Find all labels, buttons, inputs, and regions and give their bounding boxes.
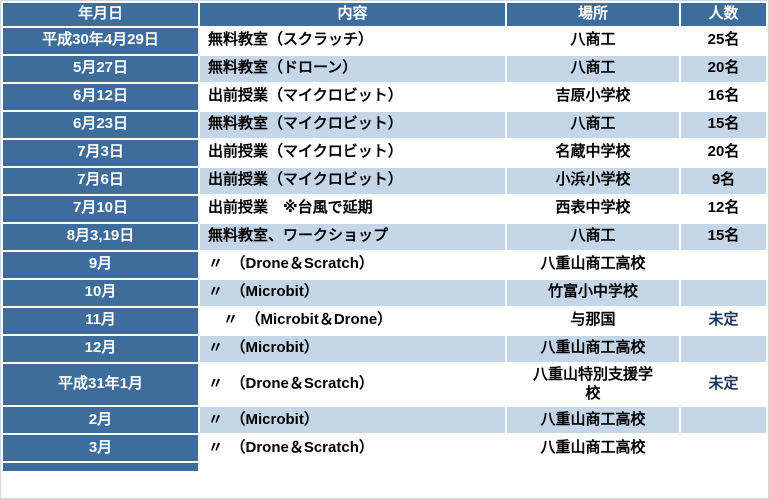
empty-footer-body-cell [200, 463, 766, 472]
date-cell: 11月 [3, 307, 198, 334]
content-cell: 〃 （Microbit） [200, 407, 505, 434]
header-count: 人数 [681, 3, 766, 26]
count-cell [681, 435, 766, 462]
header-content: 内容 [200, 3, 505, 26]
date-cell: 3月 [3, 435, 198, 462]
table-row: 平成30年4月29日 無料教室（スクラッチ） 八商工 25名 [3, 27, 766, 54]
date-cell: 7月6日 [3, 167, 198, 194]
header-place: 場所 [507, 3, 679, 26]
empty-footer-date-cell [3, 463, 198, 472]
date-cell: 9月 [3, 251, 198, 278]
count-cell: 20名 [681, 139, 766, 166]
table-row: 9月〃 （Drone＆Scratch） 八重山商工高校 [3, 251, 766, 278]
place-cell: 吉原小学校 [507, 83, 679, 110]
count-cell [681, 251, 766, 278]
table-row: 平成31年1月〃 （Drone＆Scratch） 八重山特別支援学校 未定 [3, 363, 766, 406]
count-cell: 16名 [681, 83, 766, 110]
count-cell [681, 279, 766, 306]
content-cell: 〃 （Microbit＆Drone） [200, 307, 505, 334]
place-cell: 八重山商工高校 [507, 335, 679, 362]
date-cell: 平成30年4月29日 [3, 27, 198, 54]
count-cell: 25名 [681, 27, 766, 54]
place-cell: 八重山特別支援学校 [507, 363, 679, 406]
table-row: 6月23日 無料教室（マイクロビット） 八商工 15名 [3, 111, 766, 138]
date-cell: 10月 [3, 279, 198, 306]
count-cell: 15名 [681, 223, 766, 250]
place-cell: 八商工 [507, 27, 679, 54]
table-row: 7月6日 出前授業（マイクロビット） 小浜小学校 9名 [3, 167, 766, 194]
place-cell: 八重山商工高校 [507, 435, 679, 462]
date-cell: 7月10日 [3, 195, 198, 222]
count-cell [681, 335, 766, 362]
place-cell: 八重山商工高校 [507, 407, 679, 434]
count-cell: 20名 [681, 55, 766, 82]
place-cell: 与那国 [507, 307, 679, 334]
content-cell: 〃 （Microbit） [200, 335, 505, 362]
date-cell: 5月27日 [3, 55, 198, 82]
table-body: 平成30年4月29日 無料教室（スクラッチ） 八商工 25名 5月27日 無料教室（ドロー… [3, 27, 766, 462]
table-row: 2月〃 （Microbit） 八重山商工高校 [3, 407, 766, 434]
table-row: 7月10日 出前授業 ※台風で延期 西表中学校 12名 [3, 195, 766, 222]
content-cell: 出前授業 ※台風で延期 [200, 195, 505, 222]
table-footer [3, 463, 766, 472]
place-cell: 八重山商工高校 [507, 251, 679, 278]
date-cell: 6月12日 [3, 83, 198, 110]
place-cell: 名蔵中学校 [507, 139, 679, 166]
table-row: 12月〃 （Microbit） 八重山商工高校 [3, 335, 766, 362]
content-cell: 出前授業（マイクロビット） [200, 139, 505, 166]
empty-footer-row [3, 463, 766, 472]
content-cell: 出前授業（マイクロビット） [200, 83, 505, 110]
header-date: 年月日 [3, 3, 198, 26]
date-cell: 2月 [3, 407, 198, 434]
place-cell: 八商工 [507, 223, 679, 250]
count-cell: 未定 [681, 363, 766, 406]
table-header-row: 年月日 内容 場所 人数 [3, 3, 766, 26]
table-row: 7月3日 出前授業（マイクロビット） 名蔵中学校 20名 [3, 139, 766, 166]
content-cell: 無料教室（マイクロビット） [200, 111, 505, 138]
place-cell: 竹富小中学校 [507, 279, 679, 306]
table-row: 6月12日 出前授業（マイクロビット） 吉原小学校 16名 [3, 83, 766, 110]
place-cell: 八商工 [507, 111, 679, 138]
date-cell: 8月3,19日 [3, 223, 198, 250]
content-cell: 〃 （Drone＆Scratch） [200, 363, 505, 406]
table-row: 3月〃 （Drone＆Scratch） 八重山商工高校 [3, 435, 766, 462]
count-cell: 15名 [681, 111, 766, 138]
date-cell: 6月23日 [3, 111, 198, 138]
table-row: 8月3,19日 無料教室、ワークショップ 八商工 15名 [3, 223, 766, 250]
place-cell: 小浜小学校 [507, 167, 679, 194]
count-cell: 9名 [681, 167, 766, 194]
table-row: 5月27日 無料教室（ドローン） 八商工 20名 [3, 55, 766, 82]
date-cell: 12月 [3, 335, 198, 362]
schedule-table: 年月日 内容 場所 人数 平成30年4月29日 無料教室（スクラッチ） 八商工 25名… [1, 1, 768, 473]
content-cell: 〃 （Microbit） [200, 279, 505, 306]
count-cell: 未定 [681, 307, 766, 334]
place-cell: 西表中学校 [507, 195, 679, 222]
content-cell: 〃 （Drone＆Scratch） [200, 251, 505, 278]
place-cell: 八商工 [507, 55, 679, 82]
date-cell: 7月3日 [3, 139, 198, 166]
table-row: 11月 〃 （Microbit＆Drone） 与那国 未定 [3, 307, 766, 334]
date-cell: 平成31年1月 [3, 363, 198, 406]
count-cell [681, 407, 766, 434]
content-cell: 〃 （Drone＆Scratch） [200, 435, 505, 462]
count-cell: 12名 [681, 195, 766, 222]
content-cell: 無料教室（スクラッチ） [200, 27, 505, 54]
content-cell: 無料教室、ワークショップ [200, 223, 505, 250]
content-cell: 出前授業（マイクロビット） [200, 167, 505, 194]
table-row: 10月〃 （Microbit） 竹富小中学校 [3, 279, 766, 306]
content-cell: 無料教室（ドローン） [200, 55, 505, 82]
